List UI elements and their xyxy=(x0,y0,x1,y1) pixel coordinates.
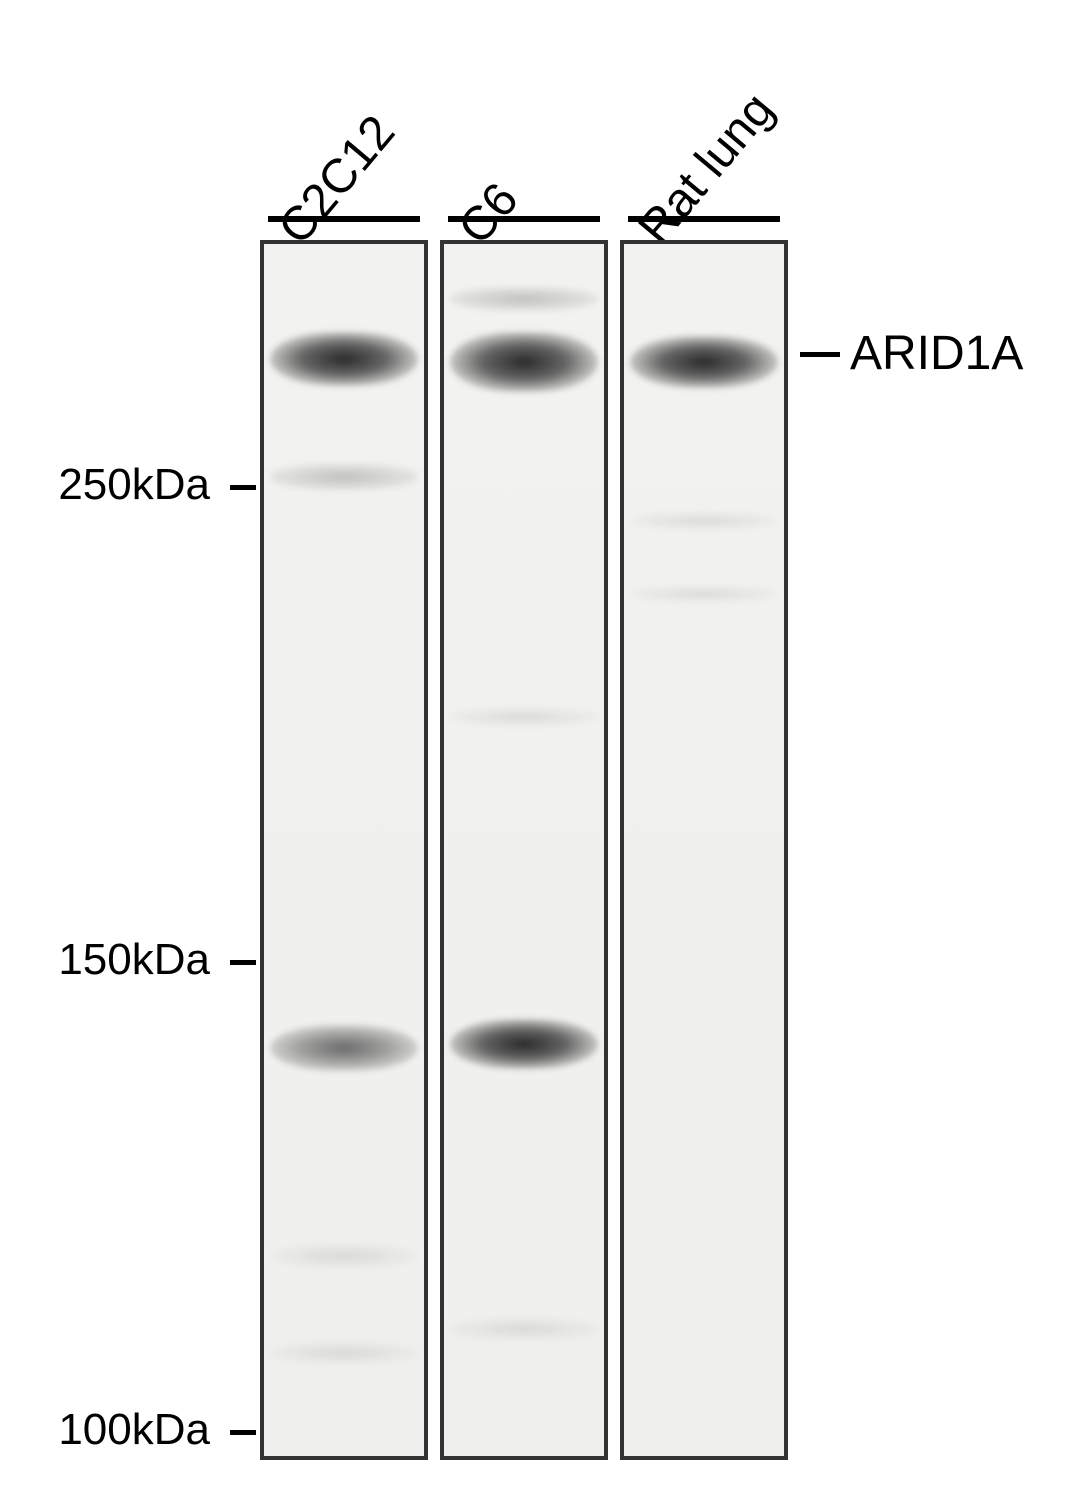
blot-band xyxy=(270,1342,417,1364)
blot-band xyxy=(630,336,777,388)
blot-lane-c6 xyxy=(440,240,608,1460)
mw-tick-150 xyxy=(230,960,256,965)
lane-underline xyxy=(628,216,780,222)
blot-lane-c2c12 xyxy=(260,240,428,1460)
blot-band xyxy=(270,1025,417,1071)
blot-band xyxy=(450,1019,597,1069)
blot-band xyxy=(270,464,417,490)
mw-tick-250 xyxy=(230,485,256,490)
blot-band xyxy=(450,708,597,726)
lane-label-c2c12: C2C12 xyxy=(268,105,406,255)
lane-underline xyxy=(448,216,600,222)
mw-label-250: 250kDa xyxy=(40,460,210,510)
blot-band xyxy=(270,1244,417,1268)
western-blot-figure: C2C12 C6 Rat lung 250kDa 150kDa 100kDa A… xyxy=(0,0,1080,1495)
blot-band xyxy=(450,287,597,311)
blot-band xyxy=(270,332,417,386)
mw-tick-100 xyxy=(230,1430,256,1435)
mw-label-150: 150kDa xyxy=(40,935,210,985)
lane-label-ratlung: Rat lung xyxy=(628,83,785,255)
blot-band xyxy=(450,1318,597,1340)
blot-lane-ratlung xyxy=(620,240,788,1460)
protein-tick xyxy=(800,352,840,357)
blot-band xyxy=(630,512,777,530)
blot-band xyxy=(630,586,777,602)
protein-label-arid1a: ARID1A xyxy=(850,326,1023,381)
blot-band xyxy=(450,332,597,392)
mw-label-100: 100kDa xyxy=(40,1405,210,1455)
lane-underline xyxy=(268,216,420,222)
